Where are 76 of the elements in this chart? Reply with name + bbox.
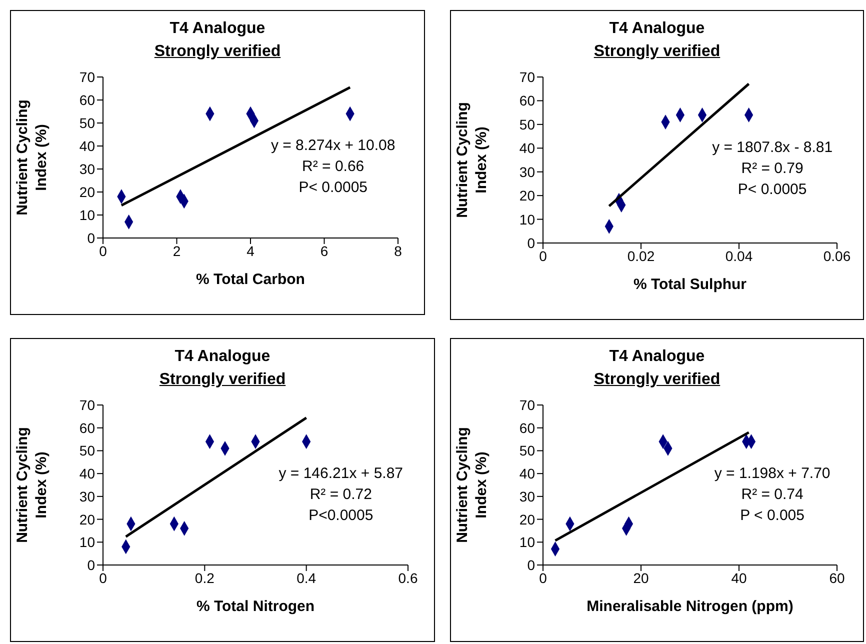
chart-title: T4 Analogue: [608, 347, 706, 367]
y-tick-label: 60: [519, 420, 536, 436]
annotation: y = 8.274x + 10.08: [270, 136, 396, 156]
x-tick-label: 0.6: [398, 570, 418, 586]
x-tick-label: 4: [246, 242, 255, 259]
x-tick-label: 0.2: [194, 570, 215, 586]
y-tick-label: 30: [519, 164, 536, 180]
y-tick-label: 50: [519, 116, 536, 132]
chart-subtitle: Strongly verified: [153, 42, 282, 62]
annotation: R² = 0.74: [740, 484, 804, 505]
x-axis-title: % Total Sulphur: [633, 276, 747, 293]
y-tick-label: 50: [79, 114, 96, 131]
annotation: P<0.0005: [308, 506, 374, 526]
annotation: R² = 0.66: [301, 156, 366, 177]
y-tick-label: 60: [79, 92, 96, 108]
annotation: P< 0.0005: [736, 180, 808, 200]
y-tick-label: 10: [519, 534, 536, 550]
y-tick-label: 20: [519, 511, 536, 528]
y-axis-title: Nutrient Cycling Index (%): [454, 102, 490, 218]
annotation: P< 0.0005: [298, 178, 368, 198]
x-tick-label: 2: [172, 242, 181, 259]
y-tick-label: 0: [87, 556, 96, 573]
y-tick-label: 70: [519, 396, 536, 413]
y-tick-label: 50: [519, 442, 536, 459]
x-tick-label: 0.06: [823, 248, 851, 264]
chart-subtitle: Strongly verified: [158, 370, 287, 390]
y-tick-label: 40: [79, 466, 96, 482]
y-tick-label: 30: [79, 488, 96, 504]
x-axis-title: % Total Carbon: [196, 271, 305, 288]
x-tick-label: 6: [320, 242, 328, 259]
y-tick-label: 70: [519, 68, 536, 85]
annotation: y = 1.198x + 7.70: [713, 464, 832, 484]
annotation: y = 146.21x + 5.87: [278, 464, 404, 484]
y-axis-title: Nutrient Cycling Index (%): [14, 427, 50, 543]
y-tick-label: 0: [87, 230, 96, 246]
y-tick-label: 10: [519, 211, 536, 228]
x-tick-label: 8: [394, 242, 402, 259]
chart-title: T4 Analogue: [174, 347, 272, 367]
x-tick-label: 20: [633, 570, 649, 586]
annotation: y = 1807.8x - 8.81: [711, 138, 834, 158]
annotation: R² = 0.72: [308, 484, 373, 505]
chart-title: T4 Analogue: [608, 19, 706, 39]
y-tick-label: 40: [519, 140, 536, 156]
annotation: R² = 0.79: [740, 158, 804, 179]
y-tick-label: 20: [79, 511, 96, 528]
chart-subtitle: Strongly verified: [592, 42, 722, 62]
annotation: P < 0.005: [739, 506, 806, 526]
x-tick-label: 60: [829, 570, 845, 586]
y-tick-label: 40: [79, 138, 96, 154]
y-tick-label: 0: [527, 556, 536, 573]
y-tick-label: 20: [519, 188, 536, 204]
y-tick-label: 40: [519, 466, 536, 482]
chart-subtitle: Strongly verified: [592, 370, 722, 390]
y-tick-label: 30: [79, 160, 96, 177]
x-axis-title: Mineralisable Nitrogen (ppm): [586, 598, 794, 615]
x-tick-label: 0: [539, 570, 548, 586]
y-tick-label: 10: [79, 534, 96, 550]
x-tick-label: 0.4: [296, 570, 316, 586]
x-tick-label: 0: [99, 570, 108, 586]
x-tick-label: 0.04: [725, 248, 753, 264]
y-axis-title: Nutrient Cycling Index (%): [14, 100, 50, 216]
y-tick-label: 20: [79, 184, 96, 200]
y-tick-label: 50: [79, 442, 96, 459]
y-axis-title: Nutrient Cycling Index (%): [454, 427, 490, 543]
x-tick-label: 0.02: [627, 248, 655, 264]
x-axis-title: % Total Nitrogen: [196, 598, 315, 615]
x-tick-label: 40: [731, 570, 747, 586]
y-tick-label: 70: [79, 68, 96, 85]
y-tick-label: 10: [79, 206, 96, 223]
x-tick-label: 0: [99, 242, 108, 259]
y-tick-label: 30: [519, 488, 536, 504]
y-tick-label: 70: [79, 396, 96, 413]
y-tick-label: 60: [79, 420, 96, 436]
chart-title: T4 Analogue: [168, 19, 266, 39]
y-tick-label: 60: [519, 92, 536, 109]
x-tick-label: 0: [539, 248, 548, 264]
